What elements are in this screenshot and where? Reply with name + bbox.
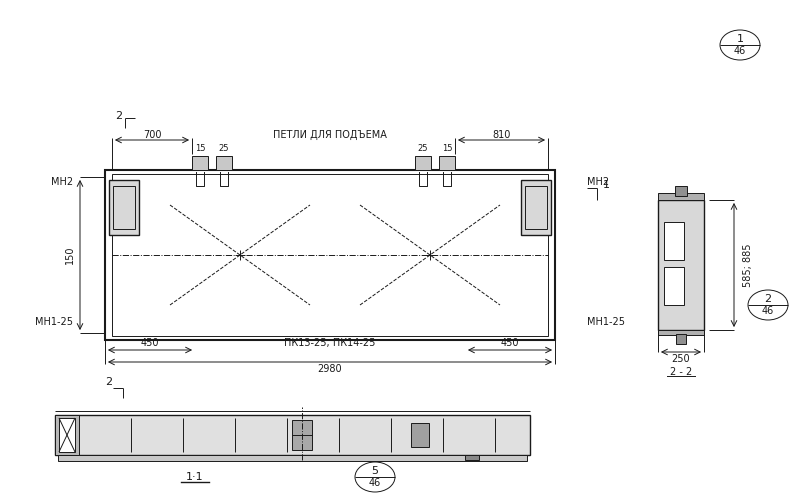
Bar: [664, 267, 684, 305]
Text: 5: 5: [372, 466, 379, 477]
Text: МН1-25: МН1-25: [587, 317, 625, 327]
Text: 1: 1: [603, 180, 610, 190]
Text: 150: 150: [65, 246, 75, 264]
Bar: [465, 455, 479, 460]
Bar: [521, 180, 551, 235]
Bar: [675, 186, 687, 196]
Bar: [658, 200, 704, 330]
Bar: [55, 415, 530, 455]
Text: 1: 1: [737, 34, 743, 44]
Text: 585; 885: 585; 885: [743, 243, 753, 287]
Text: МН2: МН2: [587, 177, 609, 187]
Bar: [658, 330, 704, 335]
Text: ПЕТЛИ ДЛЯ ПОДЪЕМА: ПЕТЛИ ДЛЯ ПОДЪЕМА: [273, 130, 387, 140]
Text: 2: 2: [115, 111, 123, 121]
Text: 15: 15: [442, 144, 452, 153]
Bar: [658, 193, 704, 200]
Text: 700: 700: [143, 130, 161, 140]
Text: 46: 46: [734, 46, 746, 56]
Bar: [58, 455, 527, 461]
Text: 2: 2: [764, 294, 771, 304]
Text: МН2: МН2: [51, 177, 73, 187]
Bar: [113, 186, 135, 229]
Bar: [411, 423, 429, 447]
Bar: [105, 170, 555, 340]
Text: 25: 25: [218, 144, 229, 153]
Bar: [112, 174, 548, 336]
Text: 25: 25: [418, 144, 428, 153]
Bar: [415, 156, 431, 170]
Bar: [216, 156, 232, 170]
Text: 1·1: 1·1: [186, 472, 204, 482]
Text: 810: 810: [492, 130, 511, 140]
Text: ПК13-25; ПК14-25: ПК13-25; ПК14-25: [285, 338, 376, 348]
Text: 2: 2: [106, 377, 113, 387]
Text: 2 - 2: 2 - 2: [670, 367, 692, 377]
Text: 15: 15: [195, 144, 206, 153]
Text: МН1-25: МН1-25: [35, 317, 73, 327]
Bar: [55, 415, 79, 455]
Text: 450: 450: [141, 338, 160, 348]
Text: 2980: 2980: [318, 364, 343, 374]
Bar: [59, 418, 75, 452]
Text: 46: 46: [369, 478, 381, 488]
Text: 450: 450: [501, 338, 519, 348]
Bar: [439, 156, 455, 170]
Bar: [109, 180, 139, 235]
Bar: [525, 186, 547, 229]
Bar: [292, 420, 312, 450]
Text: 46: 46: [762, 306, 774, 316]
Bar: [676, 334, 686, 344]
Text: 250: 250: [671, 354, 690, 364]
Bar: [192, 156, 208, 170]
Bar: [664, 222, 684, 260]
